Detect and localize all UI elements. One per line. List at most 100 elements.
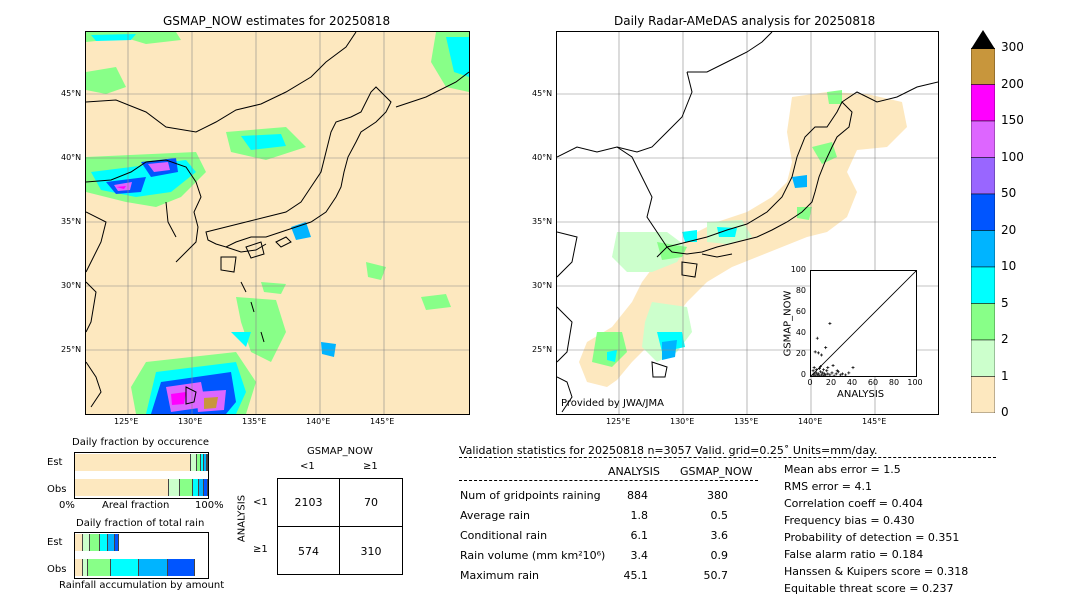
scatter-point — [826, 366, 830, 370]
scatter-x-tick: 0 — [807, 378, 813, 387]
scatter-point — [817, 367, 821, 371]
validation-col-gsmap: GSMAP_NOW — [680, 465, 753, 478]
total-rain-xlabel: Rainfall accumulation by amount — [59, 580, 225, 591]
bar-segment — [180, 479, 194, 496]
colorbar-segment — [970, 47, 996, 85]
scatter-y-tick: 20 — [795, 349, 806, 358]
scatter-y-tick: 80 — [795, 286, 806, 295]
left-lon-label: 135°E — [242, 417, 267, 426]
left-map-canvas — [86, 32, 469, 414]
left-lat-label: 35°N — [61, 217, 82, 226]
bar-segment — [88, 559, 111, 576]
scatter-point — [812, 372, 816, 376]
bar-segment — [75, 534, 83, 551]
colorbar-tick: 1 — [1001, 368, 1009, 383]
validation-subdivider — [459, 480, 758, 481]
scatter-point — [830, 371, 834, 375]
right-lon-label: 130°E — [670, 417, 695, 426]
diagonal-line — [810, 270, 917, 377]
validation-row-label: Conditional rain — [460, 529, 548, 542]
right-map-gridlines — [557, 32, 938, 414]
scatter-point — [815, 336, 819, 340]
validation-row-gsmap: 50.7 — [703, 569, 729, 582]
occurence-xlabel-right: 100% — [195, 500, 224, 511]
right-lat-label: 30°N — [532, 281, 553, 290]
bar-segment — [114, 534, 119, 551]
colorbar-segment — [970, 303, 996, 341]
validation-row-analysis: 6.1 — [630, 529, 649, 542]
left-lon-label: 140°E — [306, 417, 331, 426]
validation-row-gsmap: 3.6 — [710, 529, 729, 542]
validation-score: Mean abs error = 1.5 — [784, 463, 901, 476]
bar-segment — [190, 454, 198, 471]
scatter-point — [851, 366, 855, 370]
scatter-point — [814, 368, 818, 372]
right-lon-label: 125°E — [606, 417, 631, 426]
bar-segment — [138, 559, 169, 576]
colorbar-tick: 5 — [1001, 295, 1009, 310]
left-lat-label: 45°N — [61, 89, 82, 98]
colorbar-segment — [970, 339, 996, 377]
validation-score: Probability of detection = 0.351 — [784, 531, 960, 544]
colorbar-segment — [970, 376, 996, 414]
validation-row-analysis: 1.8 — [630, 509, 649, 522]
left-lon-label: 125°E — [114, 417, 139, 426]
contingency-row-label: <1 — [253, 497, 268, 508]
scatter-y-tick: 100 — [790, 265, 806, 274]
left-lon-label: 130°E — [178, 417, 203, 426]
bar-segment — [89, 534, 101, 551]
scatter-x-tick: 20 — [825, 378, 837, 387]
occurence-title: Daily fraction by occurence — [72, 437, 210, 448]
occurence-xlabel-mid: Areal fraction — [102, 500, 170, 511]
scatter-point — [822, 368, 826, 372]
bar-segment — [108, 534, 115, 551]
left-rain-patches — [86, 32, 469, 414]
colorbar-tick: 100 — [1001, 149, 1024, 164]
occurence-chart — [74, 452, 209, 499]
scatter-point — [838, 373, 842, 377]
scatter-ylabel: GSMAP_NOW — [782, 290, 794, 357]
right-lat-label: 45°N — [532, 89, 553, 98]
scatter-point — [824, 373, 828, 377]
left-lat-label: 40°N — [61, 153, 82, 162]
scatter-point — [832, 374, 836, 378]
right-lat-label: 35°N — [532, 217, 553, 226]
contingency-col-label: <1 — [300, 461, 315, 472]
bar-segment — [82, 559, 89, 576]
validation-score: Frequency bias = 0.430 — [784, 514, 915, 527]
bar-segment — [75, 454, 191, 471]
bar-segment — [198, 479, 204, 496]
colorbar-tick: 10 — [1001, 259, 1017, 273]
bar-segment — [201, 454, 204, 471]
scatter-plot — [810, 270, 917, 378]
contingency-table: 2103 70 574 310 — [277, 478, 403, 575]
bar-segment — [75, 479, 170, 496]
scatter-y-tick: 0 — [800, 370, 806, 379]
scatter-point — [828, 373, 832, 377]
left-map-title: GSMAP_NOW estimates for 20250818 — [163, 14, 391, 28]
scatter-x-tick: 40 — [846, 378, 858, 387]
occurence-obs-label: Obs — [47, 484, 67, 495]
validation-col-analysis: ANALYSIS — [608, 465, 660, 478]
left-lon-label: 145°E — [370, 417, 395, 426]
occurence-xlabel-left: 0% — [59, 500, 75, 511]
occurence-est-label: Est — [47, 457, 63, 468]
colorbar-segment — [970, 84, 996, 122]
bar-segment — [206, 454, 208, 471]
contingency-row-label: ≥1 — [253, 544, 268, 555]
validation-row-analysis: 884 — [627, 489, 648, 502]
validation-row-gsmap: 0.9 — [710, 549, 729, 562]
scatter-x-tick: 100 — [907, 378, 923, 387]
contingency-col-label: ≥1 — [363, 461, 378, 472]
contingency-row-title: ANALYSIS — [236, 494, 248, 543]
scatter-point — [834, 372, 838, 376]
left-map — [85, 31, 470, 415]
colorbar-tick: 150 — [1001, 113, 1024, 127]
scatter-point — [814, 371, 818, 375]
scatter-point — [826, 372, 830, 376]
validation-row-label: Num of gridpoints raining — [460, 489, 601, 502]
scatter-point — [811, 369, 815, 373]
bar-segment — [168, 559, 195, 576]
scatter-point — [818, 370, 822, 374]
total-rain-est-bar — [75, 534, 208, 551]
